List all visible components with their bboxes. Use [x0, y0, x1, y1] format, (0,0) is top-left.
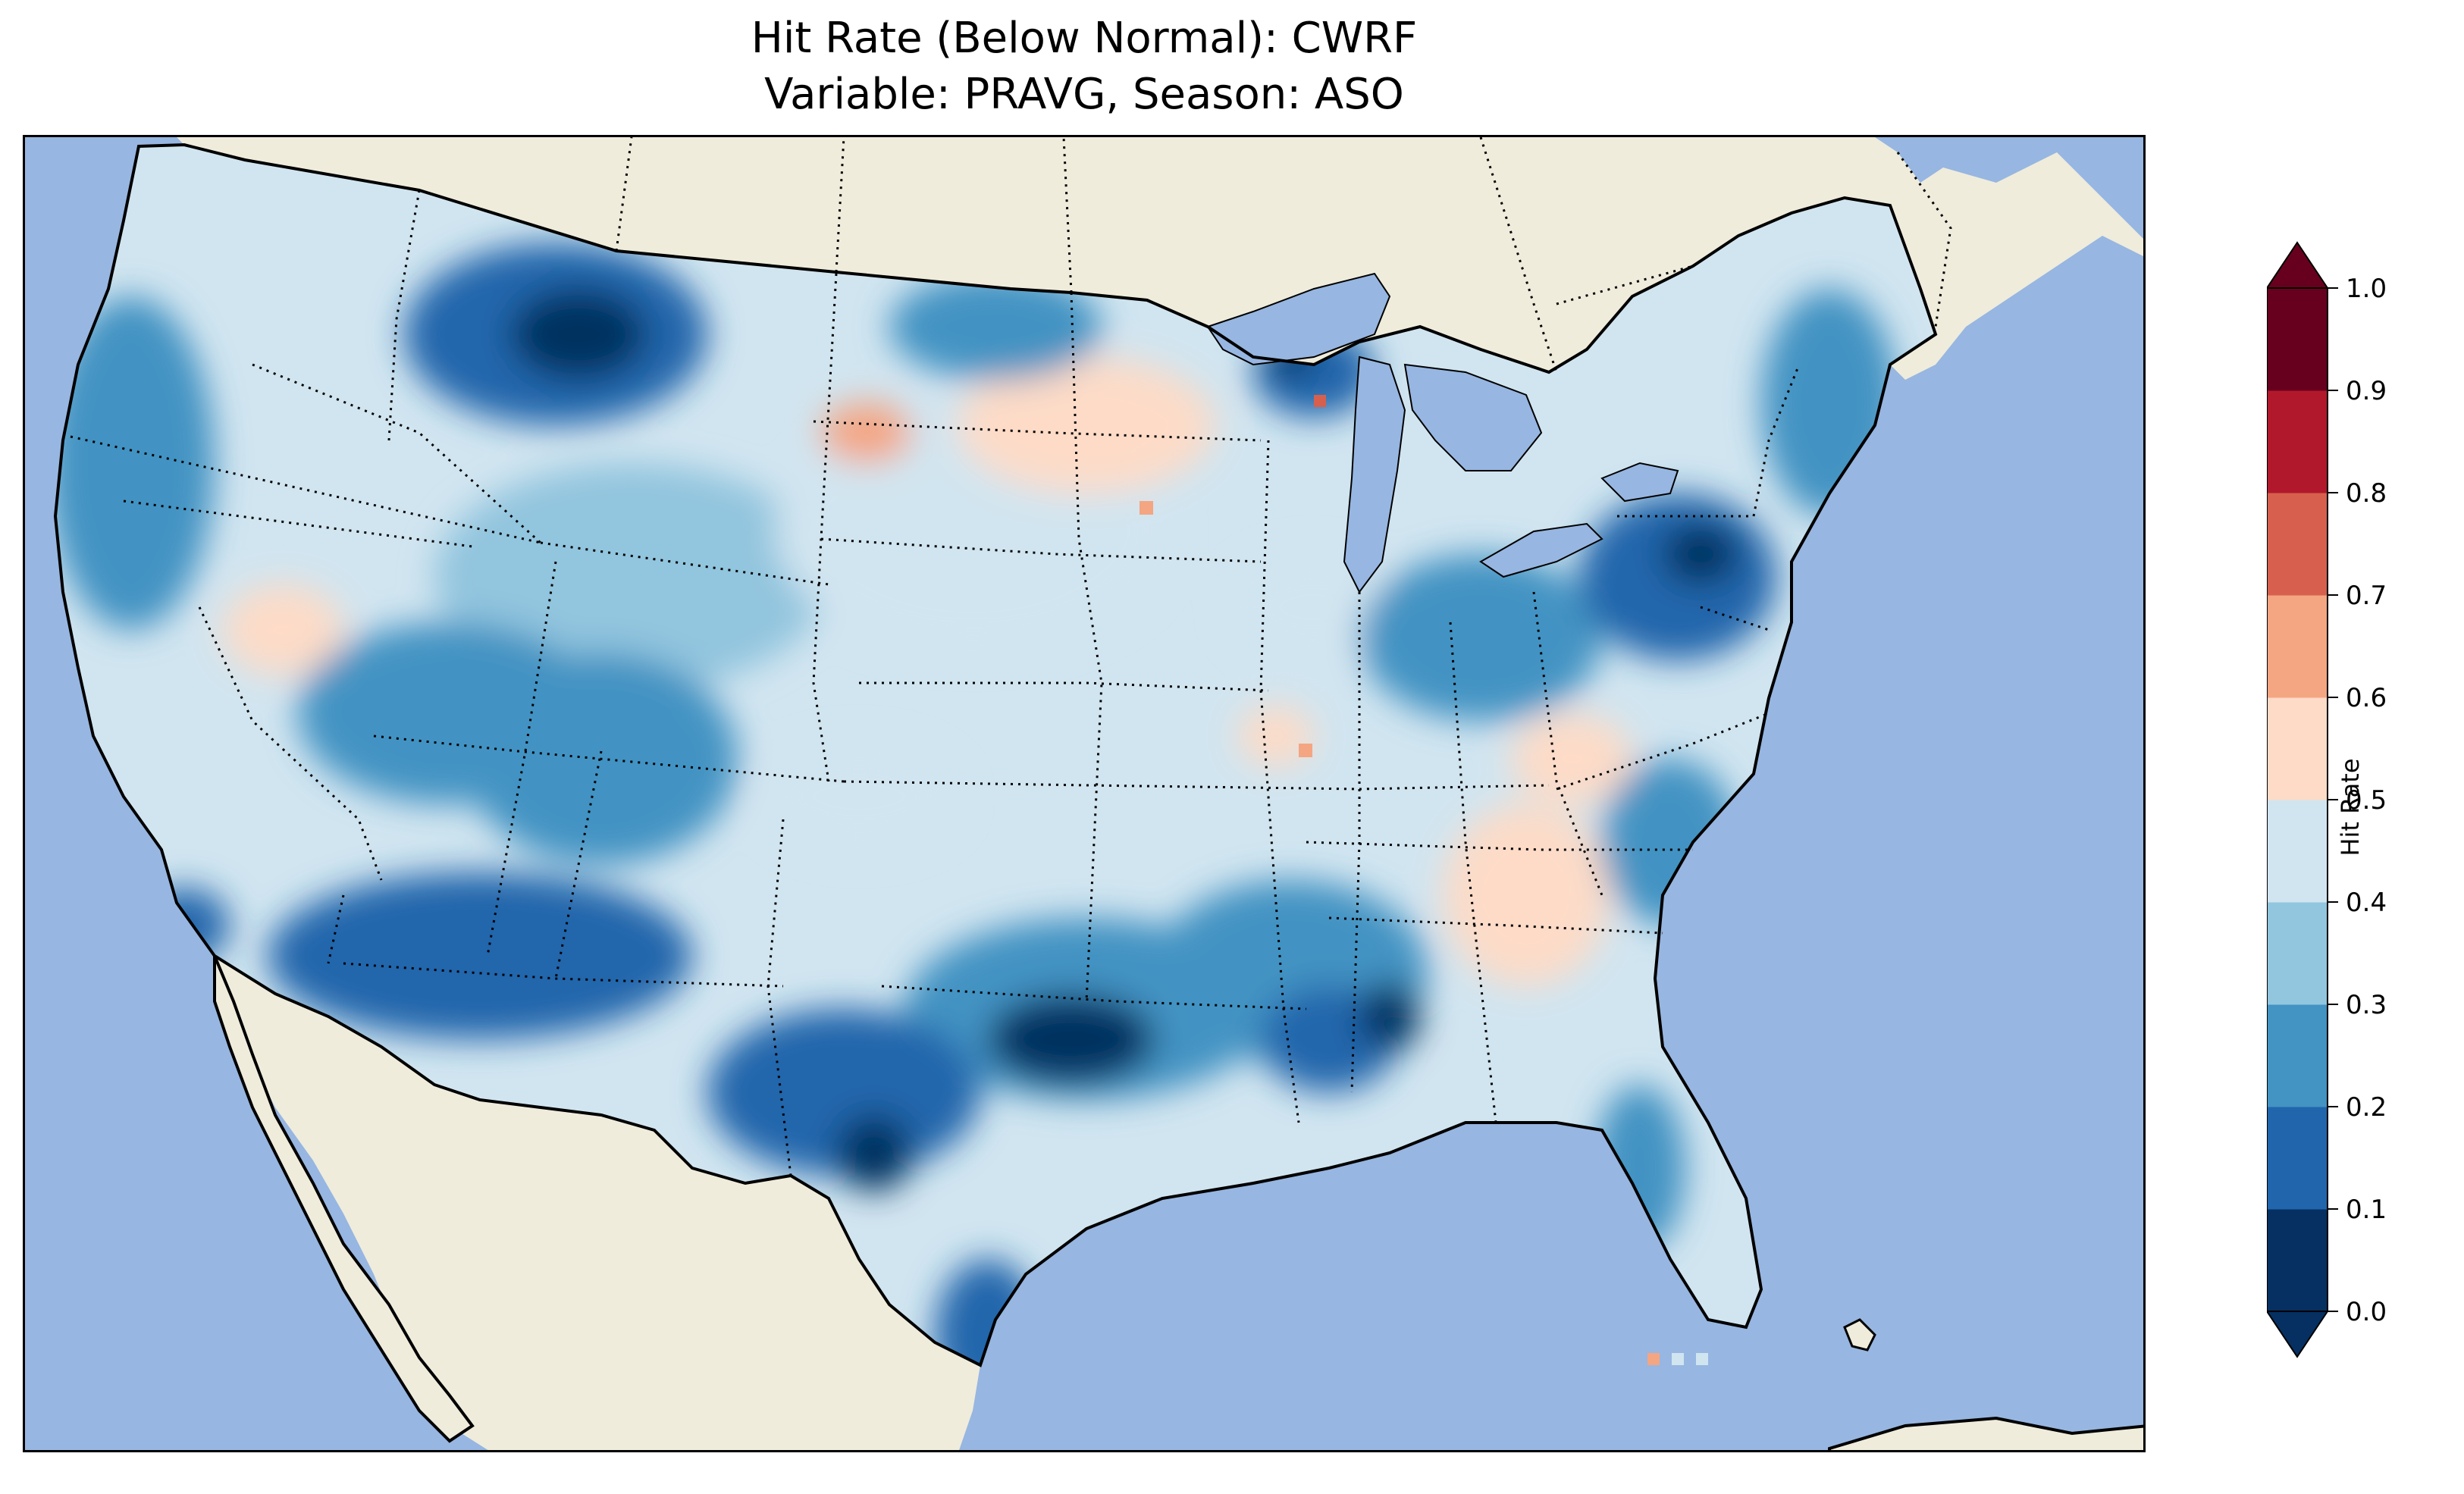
- colorbar-tick-label: 1.0: [2346, 274, 2387, 304]
- bahamas-island: [1843, 1318, 1876, 1351]
- colorbar-segment: [2267, 1209, 2328, 1312]
- lake-ontario: [1600, 462, 1679, 503]
- colorbar-segment: [2267, 1004, 2328, 1107]
- colorbar-segment: [2267, 390, 2328, 493]
- lake-huron: [1403, 363, 1543, 471]
- keys-cell: [1647, 1353, 1660, 1365]
- lake-superior: [1206, 272, 1391, 366]
- baja-california: [213, 955, 475, 1443]
- colorbar-tick-label: 0.1: [2346, 1195, 2387, 1225]
- colorbar-tick-label: 0.8: [2346, 478, 2387, 509]
- lake-michigan: [1343, 355, 1406, 594]
- colorbar-tick-label: 0.6: [2346, 683, 2387, 713]
- colorbar-tick-label: 0.2: [2346, 1092, 2387, 1123]
- colorbar-segment: [2267, 288, 2328, 391]
- colorbar-segment: [2267, 800, 2328, 903]
- colorbar-tick-label: 0.3: [2346, 990, 2387, 1020]
- map-svg: [25, 137, 2143, 1450]
- colorbar-tick-label: 0.5: [2346, 785, 2387, 816]
- great-lakes: [1206, 272, 1679, 594]
- hit-rate-field: [55, 145, 1936, 1365]
- canada-land: [177, 137, 2143, 380]
- mexico-land: [215, 956, 980, 1450]
- province-borders: [615, 137, 1952, 373]
- chart-title-line-2: Variable: PRAVG, Season: ASO: [764, 70, 1404, 119]
- cuba-land: [1828, 1416, 2143, 1450]
- colorbar-tick-label: 0.9: [2346, 376, 2387, 406]
- colorbar-segment: [2267, 697, 2328, 800]
- colorbar-tick-label: 0.7: [2346, 581, 2387, 611]
- colorbar-segment: [2267, 902, 2328, 1005]
- colorbar-tick-label: 0.4: [2346, 888, 2387, 918]
- colorbar-segment: [2267, 493, 2328, 596]
- state-borders: [70, 189, 1801, 1176]
- lake-erie: [1479, 522, 1603, 578]
- colorbar-extend-min: [2267, 1311, 2329, 1358]
- colorbar-label: Hit Rate: [2336, 758, 2365, 857]
- map-panel: [23, 135, 2146, 1452]
- colorbar-extend-max: [2267, 241, 2329, 289]
- colorbar-tick-label: 0.0: [2346, 1297, 2387, 1327]
- keys-cell: [1672, 1353, 1684, 1365]
- keys-cell: [1696, 1353, 1708, 1365]
- chart-title-line-1: Hit Rate (Below Normal): CWRF: [751, 14, 1418, 63]
- colorbar-segment: [2267, 1107, 2328, 1210]
- colorbar: 0.0 0.1 0.2 0.3 0.4 0.5 0.6 0.7 0.8 0.9 1.0: [2267, 241, 2387, 1358]
- colorbar-segment: [2267, 595, 2328, 698]
